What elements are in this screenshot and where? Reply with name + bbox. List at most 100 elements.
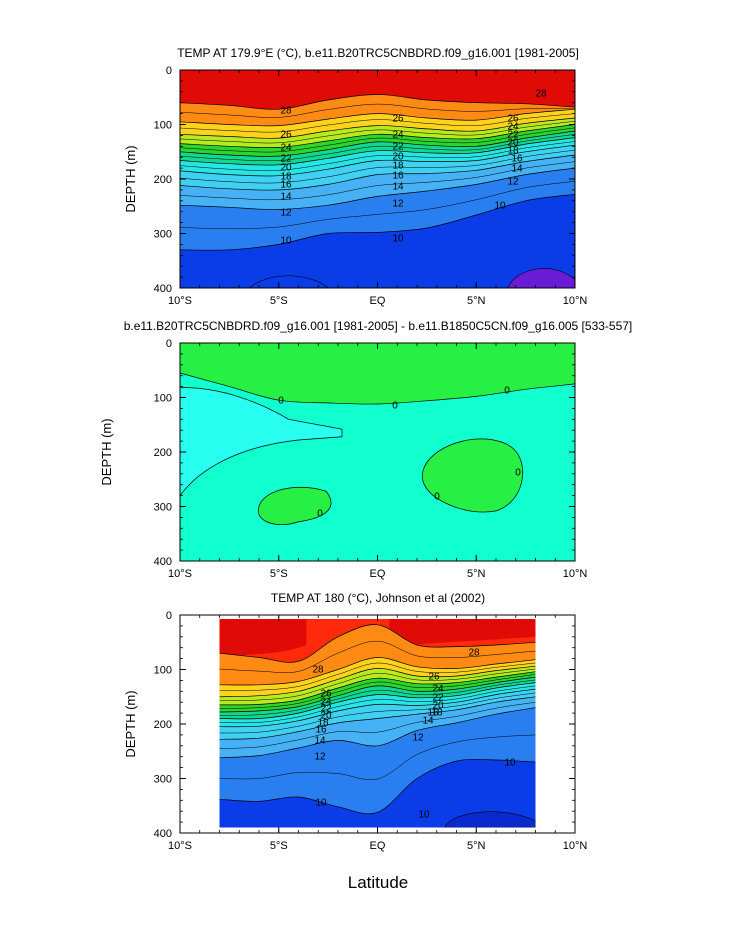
isotherm-minor-27 [219, 640, 536, 673]
warm-pool-south [219, 619, 307, 658]
x-tick-label: EQ [370, 568, 386, 580]
contour-label: 16 [392, 171, 404, 182]
contour-label: 20 [432, 701, 444, 712]
isotherm-28 [219, 624, 536, 663]
contour-label: 0 [392, 401, 398, 412]
isotherm-minor-21 [179, 127, 576, 153]
panel2-plot: 0 0 0 0 0 0 [179, 343, 576, 561]
x-tick-label: 10°S [168, 295, 192, 307]
panel1-plot: 2826242220181614121026242220181614121028… [179, 70, 576, 289]
y-tick-label: 200 [154, 174, 172, 186]
contour-label: 0 [504, 386, 510, 397]
contour-label: 18 [317, 718, 329, 729]
isotherm-12 [219, 707, 536, 759]
contour-label: 28 [468, 648, 480, 659]
isotherm-minor-23 [219, 668, 536, 702]
y-tick-label: 100 [154, 120, 172, 132]
isotherm-minor-15 [219, 692, 536, 734]
y-tick-label: 0 [166, 610, 172, 622]
contour-label: 0 [278, 396, 284, 407]
isotherm-minor-13 [179, 161, 576, 201]
isotherm-minor-13 [219, 701, 536, 749]
contour-label: 0 [434, 492, 440, 503]
contour-label: 10 [504, 758, 516, 769]
isotherm-minor-21 [219, 674, 536, 709]
contour-label: 20 [320, 711, 332, 722]
contour-label: 22 [392, 142, 404, 153]
isotherm-22 [219, 671, 536, 706]
x-tick-label: 10°S [168, 840, 192, 852]
contour-label: 16 [511, 154, 523, 165]
x-tick-label: 5°S [270, 840, 288, 852]
contour-label: 10 [494, 201, 506, 212]
isotherm-18 [179, 137, 576, 166]
x-tick-label: 5°N [467, 568, 486, 580]
isotherm-26 [219, 657, 536, 686]
warm-pool-north [389, 619, 536, 648]
contour-label: 18 [431, 708, 443, 719]
panel2-ylabel: DEPTH (m) [99, 418, 114, 485]
x-tick-label: 10°N [563, 568, 588, 580]
x-tick-label: 5°S [270, 568, 288, 580]
x-tick-label: 5°N [467, 840, 486, 852]
x-tick-label: EQ [370, 295, 386, 307]
x-axis-label: Latitude [348, 873, 409, 892]
contour-label: 0 [515, 468, 521, 479]
contour-label: 26 [392, 114, 404, 125]
y-tick-label: 0 [166, 338, 172, 350]
observation-field [219, 619, 536, 828]
contour-label: 12 [314, 752, 326, 763]
y-tick-label: 300 [154, 502, 172, 514]
contour-label: 24 [320, 697, 332, 708]
contour-label: 26 [320, 689, 332, 700]
diff-positive-blob-south [258, 487, 332, 525]
contour-label: 12 [280, 208, 292, 219]
isotherm-16 [219, 688, 536, 728]
panel1-ylabel: DEPTH (m) [123, 145, 138, 212]
contour-label: 26 [280, 130, 292, 141]
isotherm-28 [179, 94, 576, 110]
diff-positive-top [180, 343, 575, 405]
contour-label: 28 [535, 89, 547, 100]
isotherm-10 [219, 758, 536, 815]
contour-label: 20 [392, 152, 404, 163]
contour-label: 24 [507, 122, 519, 133]
x-tick-label: 5°N [467, 295, 486, 307]
isotherm-minor-27 [179, 103, 576, 118]
contour-label: 16 [315, 725, 327, 736]
cold-core [444, 811, 536, 828]
contour-label: 22 [280, 154, 292, 165]
isotherm-24 [219, 665, 536, 698]
contour-label: 14 [280, 192, 292, 203]
contour-label: 22 [320, 704, 332, 715]
panel2-title: b.e11.B20TRC5CNBDRD.f09_g16.001 [1981-20… [124, 319, 633, 333]
y-tick-label: 200 [154, 447, 172, 459]
isotherm-minor-11 [179, 180, 576, 229]
y-tick-label: 400 [154, 556, 172, 568]
contour-label: 14 [392, 182, 404, 193]
x-tick-label: 10°S [168, 568, 192, 580]
diff-negative-tongue [179, 387, 343, 497]
y-tick-label: 100 [154, 393, 172, 405]
panel3-ylabel: DEPTH (m) [123, 690, 138, 757]
y-tick-label: 300 [154, 229, 172, 241]
y-tick-label: 300 [154, 774, 172, 786]
contour-label: 14 [422, 716, 434, 727]
deep-pocket [248, 275, 329, 289]
x-tick-label: 10°N [563, 295, 588, 307]
x-tick-label: 10°N [563, 840, 588, 852]
isotherm-26 [179, 108, 576, 127]
contour-label: 12 [392, 199, 404, 210]
contour-label: 0 [317, 509, 323, 520]
contour-label: 22 [432, 693, 444, 704]
band-below-10 [219, 759, 536, 828]
y-tick-label: 400 [154, 828, 172, 840]
zero-contour-top [179, 372, 576, 405]
contour-label: 14 [511, 164, 523, 175]
isotherm-24 [179, 117, 576, 139]
isotherm-minor-23 [179, 120, 576, 144]
y-tick-label: 0 [166, 65, 172, 77]
isotherm-14 [179, 154, 576, 191]
contour-label: 16 [280, 180, 292, 191]
